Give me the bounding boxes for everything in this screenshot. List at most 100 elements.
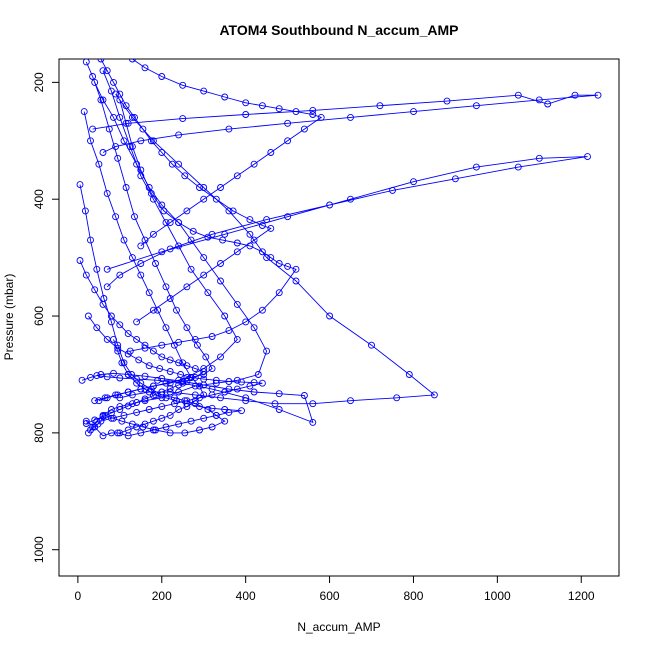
data-point [217, 260, 224, 267]
data-point [208, 423, 216, 431]
data-point [120, 236, 128, 244]
data-point [317, 113, 325, 121]
series-14 [110, 335, 245, 440]
data-point [254, 371, 262, 378]
data-point [116, 429, 124, 437]
data-point [267, 254, 275, 262]
data-point [284, 213, 292, 221]
data-point [137, 271, 145, 279]
data-point [221, 93, 229, 101]
data-point [99, 432, 107, 440]
x-tick-label: 600 [320, 589, 340, 603]
series-7-line [106, 156, 588, 288]
series-11-line [100, 59, 272, 323]
data-point [82, 59, 90, 66]
data-point [225, 327, 233, 335]
data-point [87, 137, 94, 145]
data-point [137, 242, 145, 250]
data-point [376, 102, 384, 110]
data-point [141, 420, 149, 428]
data-point [116, 321, 124, 329]
data-point [158, 149, 166, 156]
data-point [149, 230, 157, 238]
data-point [193, 341, 201, 349]
data-point [152, 260, 159, 267]
data-point [166, 219, 174, 227]
data-point [87, 236, 94, 244]
data-point [162, 394, 170, 402]
data-point [107, 409, 115, 417]
data-point [91, 397, 99, 405]
data-point [183, 362, 191, 370]
data-point [158, 341, 166, 349]
data-point [284, 262, 292, 270]
data-point [76, 257, 84, 264]
data-point [149, 347, 157, 355]
data-point [97, 59, 105, 63]
data-point [242, 318, 250, 326]
data-point [91, 78, 99, 86]
series-12-line [79, 260, 205, 424]
data-point [187, 373, 195, 381]
data-point [233, 172, 241, 180]
data-point [162, 324, 170, 332]
data-point [250, 236, 258, 244]
data-point [95, 160, 103, 168]
data-point [233, 300, 241, 308]
series-10-line [119, 99, 297, 352]
data-point [200, 368, 208, 375]
data-point [225, 408, 233, 416]
data-point [133, 375, 141, 383]
data-point [300, 125, 308, 133]
data-point [166, 388, 174, 396]
data-point [191, 373, 199, 381]
data-point [103, 67, 111, 75]
data-point [250, 379, 258, 387]
series-10 [116, 96, 300, 355]
data-point [571, 91, 579, 99]
data-point [99, 413, 107, 420]
data-point [173, 397, 180, 405]
data-point [202, 353, 210, 361]
data-point [166, 368, 174, 375]
data-point [472, 102, 480, 110]
data-point [233, 335, 241, 343]
series-8 [84, 312, 266, 425]
data-point [91, 286, 99, 294]
data-point [158, 248, 166, 256]
data-point [326, 312, 334, 320]
data-point [309, 418, 317, 426]
data-point [124, 432, 132, 440]
data-point [242, 99, 250, 107]
data-point [124, 402, 132, 410]
data-point [78, 376, 86, 384]
data-point [221, 230, 229, 238]
data-point [175, 359, 183, 367]
data-point [82, 271, 90, 279]
data-point [133, 335, 141, 343]
data-point [118, 417, 126, 425]
data-point [217, 184, 224, 191]
data-point [124, 119, 132, 127]
data-point [204, 289, 212, 297]
data-point [175, 420, 183, 428]
data-point [217, 394, 224, 402]
data-point [116, 90, 124, 98]
data-point [81, 207, 89, 215]
series-12 [76, 257, 208, 427]
data-point [145, 289, 153, 297]
data-point [204, 406, 212, 413]
data-point [133, 423, 141, 431]
data-point [393, 394, 401, 402]
data-point [141, 341, 149, 349]
data-point [99, 96, 107, 104]
data-point [131, 213, 138, 221]
data-point [183, 400, 191, 408]
series-2-line [88, 82, 268, 434]
data-point [147, 137, 155, 145]
data-point [275, 105, 283, 113]
data-point [263, 347, 271, 355]
data-point [275, 406, 283, 413]
data-point [410, 108, 417, 116]
series-6-line [92, 94, 599, 153]
